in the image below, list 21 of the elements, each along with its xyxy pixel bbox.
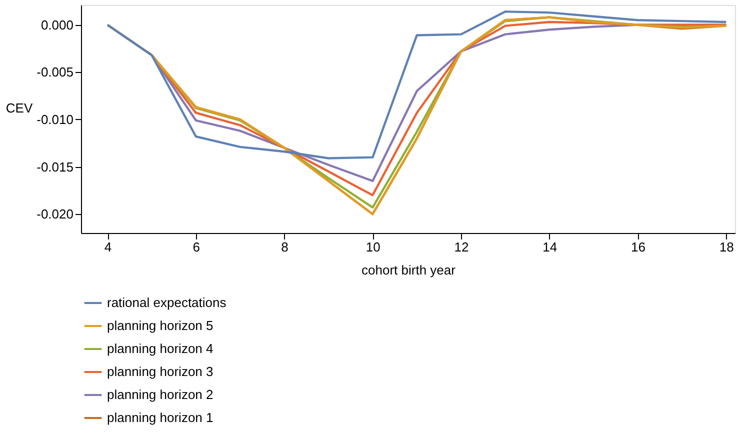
x-tick-label: 10 bbox=[366, 240, 380, 254]
y-axis-title: CEV bbox=[6, 100, 33, 116]
legend-label: rational expectations bbox=[107, 295, 227, 310]
legend-label: planning horizon 1 bbox=[107, 410, 214, 425]
legend-label: planning horizon 4 bbox=[107, 341, 214, 356]
y-tick-label: -0.005 bbox=[36, 64, 74, 80]
y-tick-label: -0.010 bbox=[36, 112, 74, 127]
legend-label: planning horizon 2 bbox=[107, 387, 214, 402]
y-tick-label: 0.000 bbox=[40, 17, 74, 32]
x-tick-label: 12 bbox=[454, 240, 469, 254]
x-tick-label: 14 bbox=[542, 240, 558, 254]
x-tick-label: 4 bbox=[104, 240, 112, 254]
y-tick-label: -0.020 bbox=[36, 206, 74, 222]
x-tick-label: 16 bbox=[631, 240, 646, 254]
legend-label: planning horizon 5 bbox=[107, 318, 214, 333]
x-tick-label: 6 bbox=[192, 240, 200, 254]
y-tick-label: -0.015 bbox=[36, 159, 74, 174]
x-axis-title: cohort birth year bbox=[362, 262, 456, 278]
legend-label: planning horizon 3 bbox=[107, 364, 214, 379]
x-tick-label: 8 bbox=[281, 240, 288, 254]
x-tick-label: 18 bbox=[719, 240, 734, 254]
